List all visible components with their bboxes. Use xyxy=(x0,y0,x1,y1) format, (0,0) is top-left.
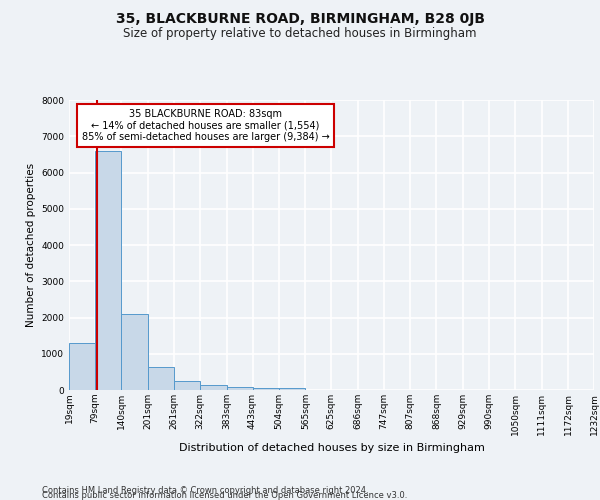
Text: Contains public sector information licensed under the Open Government Licence v3: Contains public sector information licen… xyxy=(42,491,407,500)
Bar xyxy=(95,152,121,390)
Bar xyxy=(121,314,148,390)
Bar xyxy=(227,386,253,390)
Text: 35 BLACKBURNE ROAD: 83sqm
← 14% of detached houses are smaller (1,554)
85% of se: 35 BLACKBURNE ROAD: 83sqm ← 14% of detac… xyxy=(82,108,329,142)
Text: Contains HM Land Registry data © Crown copyright and database right 2024.: Contains HM Land Registry data © Crown c… xyxy=(42,486,368,495)
X-axis label: Distribution of detached houses by size in Birmingham: Distribution of detached houses by size … xyxy=(179,443,484,453)
Bar xyxy=(279,388,305,390)
Bar xyxy=(200,385,227,390)
Y-axis label: Number of detached properties: Number of detached properties xyxy=(26,163,35,327)
Text: 35, BLACKBURNE ROAD, BIRMINGHAM, B28 0JB: 35, BLACKBURNE ROAD, BIRMINGHAM, B28 0JB xyxy=(115,12,485,26)
Bar xyxy=(253,388,279,390)
Bar xyxy=(174,380,200,390)
Text: Size of property relative to detached houses in Birmingham: Size of property relative to detached ho… xyxy=(123,28,477,40)
Bar xyxy=(69,343,95,390)
Bar xyxy=(148,367,174,390)
